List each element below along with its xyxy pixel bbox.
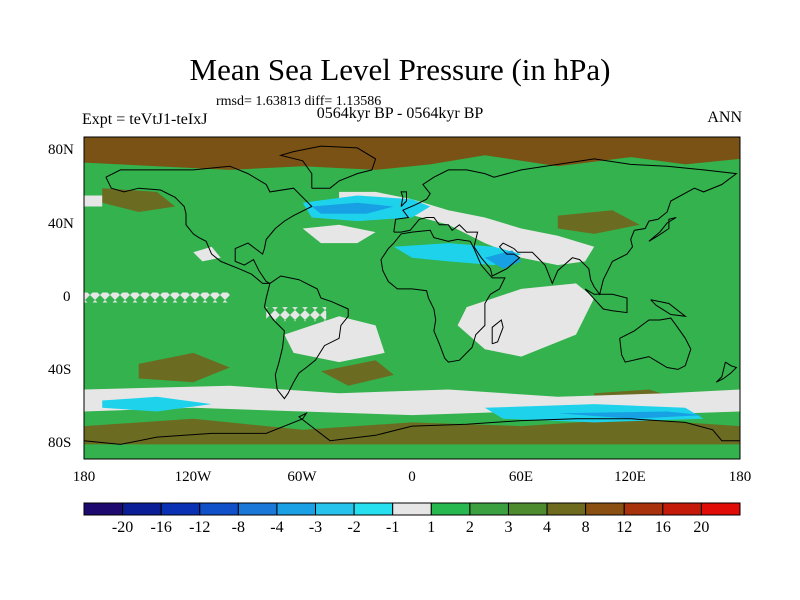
field-atlantic-white bbox=[302, 224, 376, 244]
lon-label-180e: 180 bbox=[728, 469, 752, 485]
field-atlantic-hatch bbox=[266, 307, 327, 322]
colorbar-label: -8 bbox=[231, 519, 246, 536]
map-title: Mean Sea Level Pressure (in hPa) bbox=[189, 52, 611, 87]
map-frame bbox=[83, 136, 741, 460]
colorbar-box bbox=[700, 502, 741, 516]
colorbar-label: -12 bbox=[189, 519, 211, 536]
colorbar-label: 3 bbox=[504, 519, 513, 536]
colorbar-box bbox=[83, 502, 124, 516]
coast-greenland bbox=[278, 145, 377, 189]
field-south-pacific-cyan bbox=[102, 396, 212, 412]
lon-label-120w: 120W bbox=[174, 469, 212, 485]
colorbar-box bbox=[546, 502, 587, 516]
colorbar-label: 2 bbox=[465, 519, 474, 536]
colorbar-box bbox=[276, 502, 317, 516]
colorbar-box bbox=[237, 502, 278, 516]
colorbar-label: 1 bbox=[427, 519, 436, 536]
coast-eurasia bbox=[393, 158, 738, 296]
field-north-atlantic-blue bbox=[311, 202, 394, 214]
coast-new-guinea bbox=[650, 299, 688, 318]
rmsd-diff-stats: rmsd= 1.63813 diff= 1.13586 bbox=[216, 94, 382, 109]
colorbar-label: -20 bbox=[111, 519, 134, 536]
coast-antarctica bbox=[83, 412, 740, 445]
lat-label-40s: 40S bbox=[48, 362, 72, 378]
colorbar-box bbox=[430, 502, 471, 516]
colorbar-box bbox=[392, 502, 432, 516]
colorbar-label: 8 bbox=[581, 519, 590, 536]
field-mexico-white bbox=[193, 246, 221, 262]
season-label: ANN bbox=[707, 109, 742, 126]
field-pacific-olive bbox=[102, 188, 176, 212]
field-equatorial-hatch bbox=[84, 292, 230, 303]
colorbar-box bbox=[353, 502, 394, 516]
field-antarctic-olive bbox=[84, 418, 740, 445]
colorbar-label: 12 bbox=[616, 519, 633, 536]
colorbar-box bbox=[199, 502, 239, 516]
colorbar-box bbox=[507, 502, 548, 516]
colorbar-box bbox=[315, 502, 355, 516]
coast-britain bbox=[400, 191, 407, 207]
lon-label-0: 0 bbox=[408, 469, 416, 485]
colorbar-box bbox=[469, 502, 509, 516]
field-south-pacific-olive bbox=[138, 352, 230, 383]
colorbar-box bbox=[585, 502, 625, 516]
lon-label-60w: 60W bbox=[287, 469, 317, 485]
colorbar-label: -16 bbox=[150, 519, 172, 536]
lon-label-180w: 180 bbox=[72, 469, 96, 485]
lon-label-120e: 120E bbox=[614, 469, 646, 485]
coast-south-america bbox=[263, 275, 349, 400]
coast-new-zealand bbox=[715, 361, 738, 383]
colorbar-box bbox=[160, 502, 201, 516]
field-bering-white bbox=[84, 195, 103, 207]
coast-africa bbox=[380, 229, 506, 363]
colorbar-box bbox=[122, 502, 162, 516]
colorbar-label: -3 bbox=[308, 519, 323, 536]
experiment-label: Expt = teVtJ1-teIxJ bbox=[82, 111, 208, 128]
lon-label-60e: 60E bbox=[508, 469, 534, 485]
colorbar-label: 4 bbox=[543, 519, 552, 536]
lat-label-40n: 40N bbox=[48, 216, 74, 232]
coast-australia bbox=[619, 317, 692, 370]
colorbar-label: -4 bbox=[270, 519, 284, 536]
coast-madagascar bbox=[491, 319, 504, 345]
colorbar-label: 16 bbox=[654, 519, 671, 536]
field-asia-olive bbox=[557, 210, 640, 234]
lat-label-eq: 0 bbox=[63, 289, 71, 305]
colorbar-box bbox=[662, 502, 702, 516]
field-south-america-white bbox=[284, 316, 385, 363]
coast-japan bbox=[648, 217, 677, 242]
lat-label-80s: 80S bbox=[48, 435, 72, 451]
colorbar-label: -2 bbox=[347, 519, 361, 536]
field-south-atlantic-olive bbox=[320, 360, 394, 386]
colorbar-box bbox=[623, 502, 664, 516]
lat-label-80n: 80N bbox=[48, 142, 74, 158]
coast-indonesia bbox=[584, 288, 628, 314]
coast-north-america bbox=[105, 165, 313, 284]
colorbar-label: -1 bbox=[386, 519, 400, 536]
colorbar-label: 20 bbox=[693, 519, 710, 536]
field-antarctic-blue bbox=[557, 411, 704, 419]
period-label: 0564kyr BP - 0564kyr BP bbox=[316, 105, 484, 122]
